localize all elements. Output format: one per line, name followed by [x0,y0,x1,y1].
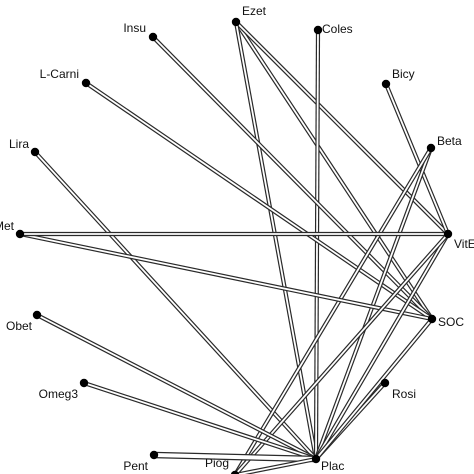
label-layer: Ezet Coles Insu L-Carni Bicy Lira Beta Met VitE O… [0,4,474,473]
node-label-plac: Plac [321,459,344,473]
edge-vite-plac [314,232,450,461]
node-omeg3 [79,378,89,388]
edge-l-carni-soc [84,81,434,321]
node-label-ezet: Ezet [242,4,267,18]
node-label-rosi: Rosi [392,387,416,401]
node-met [15,229,25,239]
node-label-piog: Piog [205,456,229,470]
node-coles [313,25,323,35]
node-label-met: Met [0,219,15,233]
node-label-pent: Pent [123,459,148,473]
node-soc [427,314,437,324]
edge-soc-plac [314,317,434,461]
edge-lira-plac [33,150,318,461]
node-rosi [380,378,390,388]
node-l-carni [81,78,91,88]
node-piog [230,470,240,474]
node-ezet [231,17,241,27]
node-pent [149,450,159,460]
node-label-beta: Beta [437,134,462,148]
node-bicy [381,79,391,89]
node-label-lira: Lira [9,137,29,151]
node-obet [32,310,42,320]
node-label-omeg3: Omeg3 [39,387,79,401]
node-beta [426,143,436,153]
edge-coles-plac [313,29,321,460]
edge-piog-plac [234,456,317,474]
node-label-soc: SOC [438,315,464,329]
node-vite [443,229,453,239]
edge-ezet-soc [234,20,434,321]
edge-layer [19,20,450,474]
node-label-l-carni: L-Carni [40,67,79,81]
edge-vite-piog [233,232,450,474]
node-label-coles: Coles [322,22,353,36]
node-label-bicy: Bicy [392,67,415,81]
edge-pent-plac [153,451,317,463]
edge-beta-plac [314,147,433,460]
edge-bicy-vite [384,83,450,235]
edge-omeg3-plac [83,381,317,461]
node-lira [30,147,40,157]
node-label-vite: VitE [454,237,474,251]
edge-obet-plac [36,313,317,461]
edge-met-soc [19,231,433,322]
node-plac [311,454,321,464]
edge-ezet-plac [233,21,319,460]
edge-beta-piog [233,146,433,474]
node-insu [148,32,158,42]
node-label-insu: Insu [123,21,146,35]
node-layer [15,17,453,474]
node-label-obet: Obet [6,319,33,333]
